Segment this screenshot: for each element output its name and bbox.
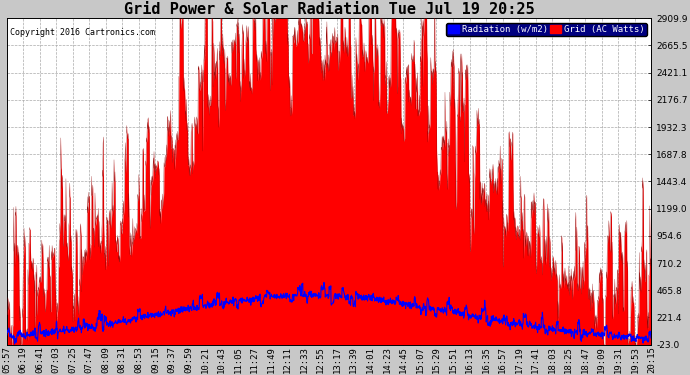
Title: Grid Power & Solar Radiation Tue Jul 19 20:25: Grid Power & Solar Radiation Tue Jul 19 … bbox=[124, 2, 534, 17]
Legend: Radiation (w/m2), Grid (AC Watts): Radiation (w/m2), Grid (AC Watts) bbox=[446, 23, 647, 36]
Text: Copyright 2016 Cartronics.com: Copyright 2016 Cartronics.com bbox=[10, 28, 155, 37]
